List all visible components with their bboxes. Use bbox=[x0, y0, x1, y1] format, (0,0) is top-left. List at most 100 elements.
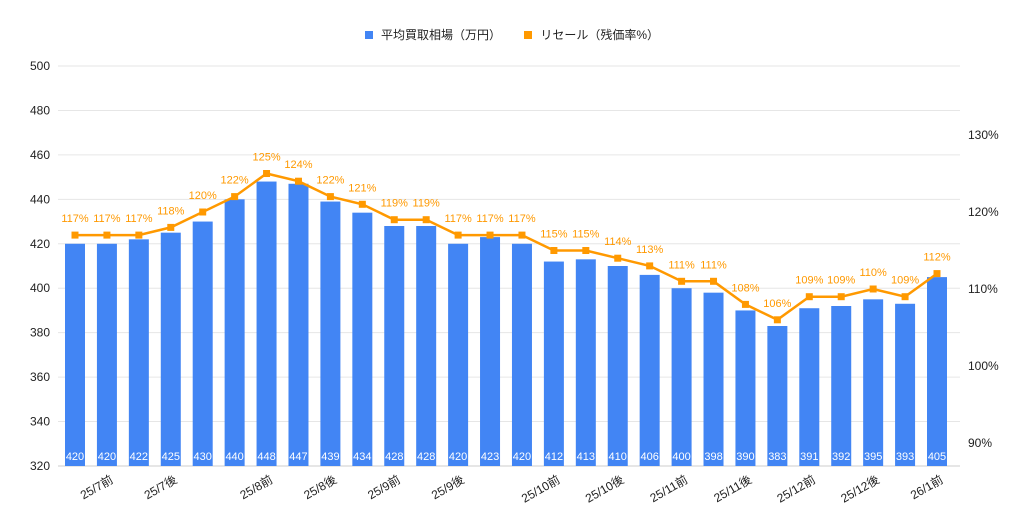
y-left-tick-label: 420 bbox=[30, 237, 50, 251]
line-point[interactable] bbox=[646, 262, 654, 270]
line-data-label: 112% bbox=[923, 252, 951, 264]
bar[interactable] bbox=[416, 226, 437, 466]
x-tick-label: 25/12前 bbox=[774, 472, 818, 506]
bar-data-label: 447 bbox=[289, 451, 307, 463]
line-point[interactable] bbox=[901, 293, 909, 301]
line-point[interactable] bbox=[422, 216, 430, 224]
line-point[interactable] bbox=[231, 193, 239, 201]
bar-data-label: 410 bbox=[609, 451, 627, 463]
bar[interactable] bbox=[607, 266, 628, 466]
bar[interactable] bbox=[320, 201, 341, 467]
bar[interactable] bbox=[767, 326, 788, 466]
y-right-tick-label: 100% bbox=[968, 359, 999, 373]
line-point[interactable] bbox=[167, 223, 175, 231]
bar[interactable] bbox=[863, 299, 884, 466]
line-data-label: 113% bbox=[636, 244, 664, 256]
line-point[interactable] bbox=[518, 231, 526, 239]
x-tick-label: 25/7後 bbox=[142, 472, 180, 502]
bar[interactable] bbox=[735, 310, 756, 466]
line-point[interactable] bbox=[390, 216, 398, 224]
bar-data-label: 392 bbox=[832, 451, 850, 463]
bar-data-label: 391 bbox=[800, 451, 818, 463]
bar[interactable] bbox=[799, 308, 820, 466]
line-point[interactable] bbox=[199, 208, 207, 216]
line-point[interactable] bbox=[710, 277, 718, 285]
line-data-label: 115% bbox=[572, 229, 600, 241]
x-tick-label: 25/9後 bbox=[429, 472, 467, 502]
x-tick-label: 25/8前 bbox=[237, 472, 275, 503]
line-point[interactable] bbox=[678, 277, 686, 285]
bar[interactable] bbox=[224, 199, 245, 467]
y-right-tick-label: 120% bbox=[968, 205, 999, 219]
bar[interactable] bbox=[703, 292, 724, 466]
line-point[interactable] bbox=[454, 231, 462, 239]
bar-data-label: 398 bbox=[704, 451, 722, 463]
line-point[interactable] bbox=[614, 254, 622, 262]
legend-item-bar[interactable]: 平均買取相場（万円） bbox=[364, 26, 501, 43]
bar[interactable] bbox=[352, 212, 373, 466]
x-tick-label: 25/11後 bbox=[711, 472, 754, 505]
line-point[interactable] bbox=[837, 293, 845, 301]
y-left-tick-label: 460 bbox=[30, 148, 50, 162]
line-point[interactable] bbox=[135, 231, 143, 239]
bar-data-label: 440 bbox=[225, 451, 243, 463]
bar[interactable] bbox=[384, 226, 405, 466]
bar[interactable] bbox=[288, 183, 309, 466]
line-point[interactable] bbox=[773, 316, 781, 324]
y-left-tick-label: 380 bbox=[30, 326, 50, 340]
bar[interactable] bbox=[671, 288, 692, 466]
line-point[interactable] bbox=[326, 193, 334, 201]
line-point[interactable] bbox=[550, 247, 558, 254]
bar[interactable] bbox=[160, 232, 181, 466]
bar-data-label: 400 bbox=[672, 451, 690, 463]
line-point[interactable] bbox=[294, 177, 302, 185]
line-data-label: 117% bbox=[508, 213, 536, 225]
line-point[interactable] bbox=[71, 231, 79, 239]
bar[interactable] bbox=[480, 237, 501, 466]
line-point[interactable] bbox=[103, 231, 111, 239]
bar[interactable] bbox=[927, 277, 947, 466]
x-tick-label: 25/11前 bbox=[647, 472, 690, 506]
bar[interactable] bbox=[256, 181, 277, 467]
line-point[interactable] bbox=[869, 285, 877, 293]
bar-data-label: 420 bbox=[98, 451, 116, 463]
bar-data-label: 428 bbox=[417, 451, 435, 463]
bar[interactable] bbox=[65, 243, 85, 466]
bar[interactable] bbox=[192, 221, 213, 466]
legend-swatch-line bbox=[524, 30, 533, 39]
bar[interactable] bbox=[448, 243, 469, 466]
bar-data-label: 425 bbox=[162, 451, 180, 463]
line-point[interactable] bbox=[358, 200, 366, 208]
line-point[interactable] bbox=[805, 293, 813, 301]
line-point[interactable] bbox=[582, 247, 590, 254]
line-point[interactable] bbox=[933, 270, 941, 278]
bar[interactable] bbox=[511, 243, 532, 466]
bar-data-label: 448 bbox=[257, 451, 275, 463]
bar[interactable] bbox=[543, 261, 564, 466]
bar[interactable] bbox=[128, 239, 149, 466]
bar-data-label: 423 bbox=[481, 451, 499, 463]
line-data-label: 108% bbox=[731, 282, 759, 294]
legend-item-line[interactable]: リセール（残価率%） bbox=[524, 26, 659, 43]
y-left-tick-label: 480 bbox=[30, 103, 50, 117]
bar[interactable] bbox=[575, 259, 596, 466]
bar[interactable] bbox=[96, 243, 117, 466]
bar[interactable] bbox=[895, 303, 916, 466]
bar-data-label: 430 bbox=[194, 451, 212, 463]
line-point[interactable] bbox=[741, 300, 749, 308]
bar-data-label: 439 bbox=[321, 451, 339, 463]
y-left-tick-label: 360 bbox=[30, 370, 50, 384]
y-left-tick-label: 340 bbox=[30, 415, 50, 429]
bar[interactable] bbox=[831, 306, 852, 466]
line-data-label: 109% bbox=[891, 275, 919, 287]
x-tick-label: 25/10前 bbox=[519, 472, 563, 506]
bar[interactable] bbox=[639, 274, 660, 466]
y-right-tick-label: 110% bbox=[968, 282, 998, 296]
line-point[interactable] bbox=[486, 231, 494, 239]
line-data-label: 111% bbox=[700, 259, 727, 271]
y-left-tick-label: 500 bbox=[30, 59, 50, 73]
line-data-label: 117% bbox=[93, 213, 121, 225]
line-point[interactable] bbox=[263, 170, 271, 177]
legend-label-bar: 平均買取相場（万円） bbox=[380, 28, 501, 42]
y-right-tick-label: 90% bbox=[968, 436, 992, 450]
